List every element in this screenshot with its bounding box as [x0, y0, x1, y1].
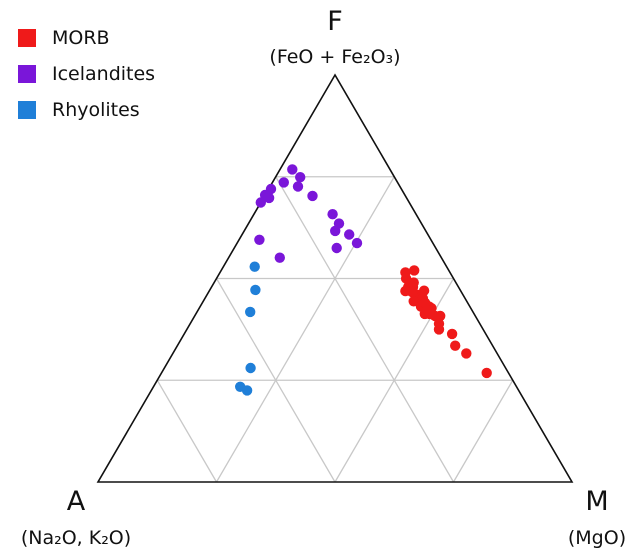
legend-label-rhyolites: Rhyolites — [52, 99, 140, 121]
data-point-icelandites — [327, 209, 338, 220]
grid-line-a — [215, 278, 336, 483]
data-point-icelandites — [307, 190, 318, 202]
vertex-f-composition: (FeO + Fe₂O₃) — [269, 46, 400, 68]
vertex-a-composition: (Na₂O, K₂O) — [21, 527, 131, 549]
data-points — [235, 164, 492, 396]
grid-line-a — [275, 176, 455, 483]
legend-item-icelandites: Icelandites — [18, 56, 155, 92]
vertex-m-letter: M — [585, 486, 608, 517]
legend-swatch-icelandites — [18, 65, 36, 83]
data-point-icelandites — [331, 242, 342, 254]
data-point-icelandites — [292, 181, 304, 192]
data-point-morb — [461, 348, 472, 359]
data-point-icelandites — [330, 225, 341, 237]
legend-swatch-morb — [18, 29, 36, 47]
data-point-rhyolites — [249, 261, 260, 272]
data-point-rhyolites — [245, 306, 256, 318]
vertex-f-letter: F — [327, 6, 343, 37]
legend-label-morb: MORB — [52, 27, 110, 49]
data-point-morb — [409, 265, 420, 276]
triangle-outline — [96, 73, 574, 483]
data-point-morb — [481, 367, 492, 379]
grid-line-m — [452, 379, 514, 483]
grid-line-m — [215, 176, 395, 483]
ternary-frame — [96, 73, 574, 483]
data-point-morb — [433, 324, 445, 335]
data-point-rhyolites — [245, 362, 256, 374]
data-point-morb — [419, 297, 431, 309]
data-point-rhyolites — [241, 385, 253, 396]
legend-item-rhyolites: Rhyolites — [18, 92, 155, 128]
legend-swatch-rhyolites — [18, 101, 36, 119]
data-point-morb — [446, 328, 458, 340]
data-point-rhyolites — [250, 284, 261, 296]
data-point-morb — [400, 285, 411, 297]
data-point-morb — [408, 296, 419, 307]
grid-line-a — [156, 379, 218, 483]
legend-label-icelandites: Icelandites — [52, 63, 156, 85]
data-point-icelandites — [274, 252, 285, 263]
ternary-grid — [156, 176, 514, 483]
data-point-morb — [450, 340, 461, 351]
data-point-icelandites — [344, 229, 355, 240]
data-point-icelandites — [278, 177, 289, 188]
data-point-icelandites — [295, 172, 306, 183]
vertex-m-composition: (MgO) — [568, 527, 626, 549]
data-point-icelandites — [287, 164, 298, 175]
vertex-a-letter: A — [67, 486, 86, 517]
data-point-icelandites — [351, 237, 363, 249]
data-point-icelandites — [254, 234, 265, 245]
chart-legend: MORB Icelandites Rhyolites — [18, 20, 155, 128]
data-point-icelandites — [255, 197, 266, 208]
data-point-morb — [400, 273, 412, 284]
legend-item-morb: MORB — [18, 20, 155, 56]
